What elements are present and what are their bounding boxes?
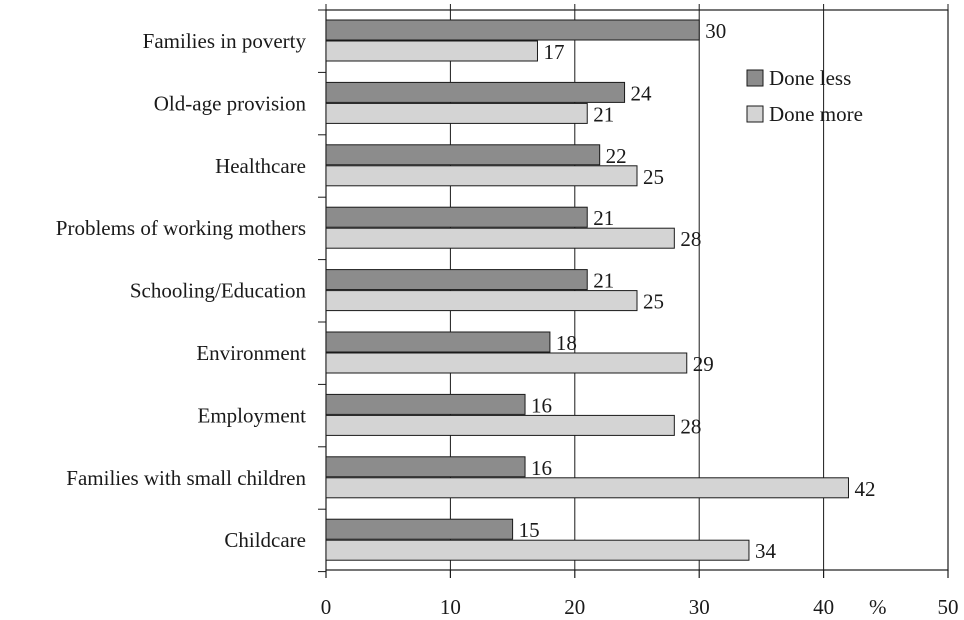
category-label: Environment [196,341,306,365]
data-label: 16 [531,393,552,417]
bars: 30 17 24 21 22 25 21 28 21 25 18 29 16 28 16 42 15 34 [325,19,875,563]
bar-done-less [325,331,551,353]
bar-done-less [325,206,588,228]
category-ticks [318,9,326,573]
bar-done-more [325,414,675,436]
bar-done-less [325,518,514,540]
bar-done-more [325,227,675,249]
data-label: 21 [593,269,614,293]
legend: Done less Done more [746,66,863,126]
data-label: 18 [556,331,577,355]
bar-done-more [325,40,538,62]
data-label: 17 [543,40,564,64]
bar-done-less [325,393,526,415]
bar-done-less [325,144,601,166]
legend-label: Done more [769,102,863,126]
data-label: 22 [606,144,627,168]
x-tick-label: 50 [938,595,959,619]
category-label: Childcare [224,528,306,552]
x-tick-label: 10 [440,595,461,619]
bar-done-more [325,290,638,312]
data-label: 25 [643,290,664,314]
category-label: Problems of working mothers [56,216,306,240]
bar-done-more [325,539,750,561]
legend-swatch [746,69,764,87]
data-label: 21 [593,206,614,230]
data-label: 24 [631,81,653,105]
category-label: Healthcare [215,154,306,178]
x-tick-label: 40 [813,595,834,619]
x-tick-label: 0 [321,595,332,619]
x-axis: 0 10 20 30 40 50 [321,4,959,619]
bar-done-less [325,269,588,291]
data-label: 29 [693,352,714,376]
data-label: 15 [519,518,540,542]
legend-label: Done less [769,66,851,90]
category-labels: Families in poverty Old-age provision Heal… [56,29,307,552]
bar-done-more [325,477,849,499]
legend-swatch [746,105,764,123]
data-label: 34 [755,539,777,563]
data-label: 21 [593,102,614,126]
category-label: Old-age provision [154,91,307,115]
data-label: 30 [705,19,726,43]
bar-done-more [325,102,588,124]
data-label: 16 [531,456,552,480]
data-label: 25 [643,165,664,189]
x-unit-label: % [869,595,887,619]
bar-done-less [325,19,700,41]
x-tick-label: 20 [564,595,585,619]
bar-done-more [325,352,688,374]
data-label: 42 [854,477,875,501]
category-label: Schooling/Education [130,279,307,303]
bar-done-less [325,456,526,478]
bar-done-less [325,81,626,103]
x-tick-label: 30 [689,595,710,619]
category-label: Families with small children [66,466,306,490]
bar-done-more [325,165,638,187]
data-label: 28 [680,414,701,438]
category-label: Employment [198,403,307,427]
category-label: Families in poverty [143,29,307,53]
data-label: 28 [680,227,701,251]
